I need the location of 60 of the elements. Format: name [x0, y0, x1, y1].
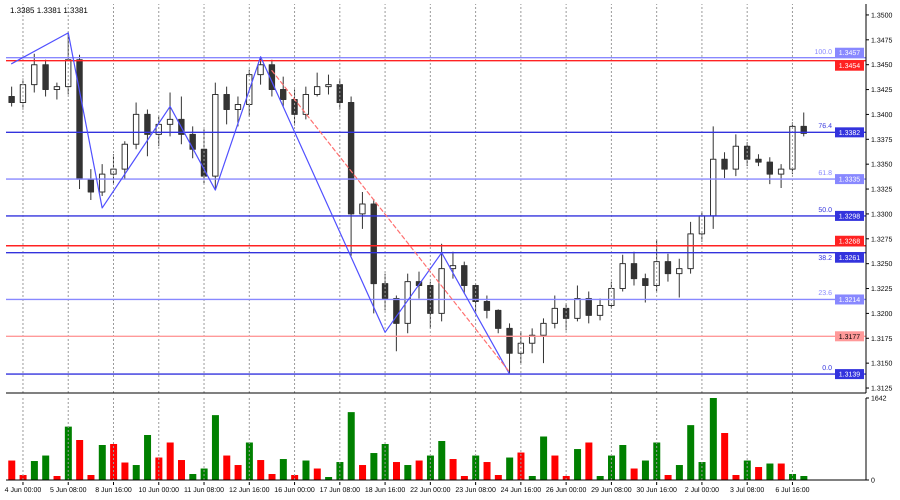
bar: [178, 460, 185, 480]
bar: [540, 436, 548, 480]
bar: [494, 475, 502, 480]
bar: [382, 444, 389, 480]
bar: [778, 464, 785, 480]
bar: [472, 456, 480, 480]
bar: [517, 452, 524, 480]
bar: [744, 460, 751, 480]
bar: [438, 441, 446, 480]
bar: [64, 426, 72, 480]
bar: [257, 460, 264, 480]
bar: [98, 445, 106, 480]
bar: [619, 445, 626, 480]
bar: [155, 458, 162, 480]
bar: [766, 464, 774, 480]
bar: [426, 456, 434, 480]
bar: [630, 468, 638, 480]
bar: [484, 462, 491, 480]
bar: [314, 468, 321, 480]
bar: [348, 412, 355, 480]
bar: [393, 462, 400, 480]
bar: [246, 442, 253, 480]
bar: [268, 474, 276, 480]
bar: [506, 458, 514, 480]
bar: [664, 475, 672, 480]
bar: [653, 442, 660, 480]
bar: [416, 460, 423, 480]
bar: [234, 465, 242, 480]
bar: [42, 456, 50, 480]
bar: [280, 459, 287, 480]
bar: [336, 462, 344, 480]
bar: [574, 449, 582, 480]
bar: [76, 440, 84, 480]
bar: [302, 460, 310, 480]
bar: [110, 444, 118, 480]
bar: [189, 474, 196, 480]
bar: [132, 465, 140, 480]
bar: [755, 467, 762, 480]
bar: [676, 465, 683, 480]
bar: [732, 475, 740, 480]
bar: [642, 460, 649, 480]
bar: [687, 425, 694, 480]
bar: [144, 435, 152, 480]
bar: [223, 456, 230, 480]
bar: [121, 462, 128, 480]
bar: [698, 462, 706, 480]
bar: [30, 461, 38, 480]
bar: [608, 456, 615, 480]
bar: [551, 456, 558, 480]
bar: [166, 442, 174, 480]
bar: [585, 442, 592, 480]
bar: [212, 415, 219, 480]
bar: [710, 398, 717, 480]
bar: [8, 460, 16, 480]
bar: [359, 465, 366, 480]
bar: [370, 453, 378, 480]
bar: [721, 433, 728, 480]
bar: [404, 465, 412, 480]
bar: [450, 459, 457, 480]
bar: [87, 475, 94, 480]
